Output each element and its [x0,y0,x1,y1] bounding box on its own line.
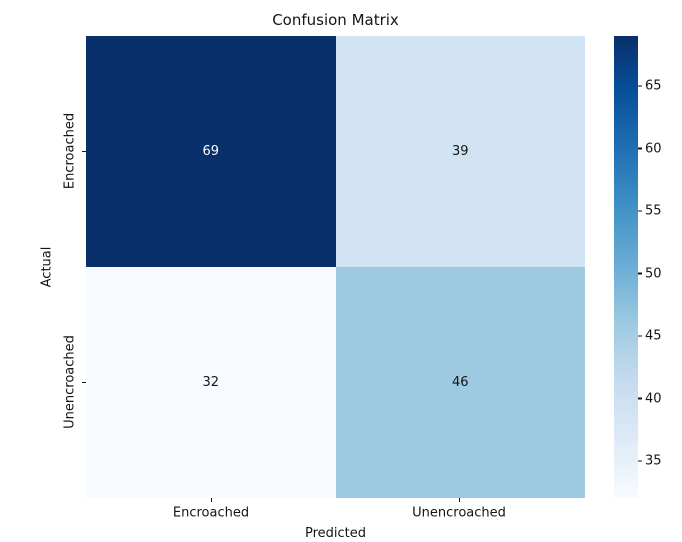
colorbar-tick-label: 35 [645,453,662,469]
colorbar-tick-60: 60 [638,141,662,156]
ytick-label-unencroached: Unencroached [62,335,78,429]
xtick-label-unencroached: Unencroached [412,505,506,521]
heatmap-cell-actual-encroached-pred-encroached: 69 [86,36,336,267]
heatmap-cell-actual-unencroached-pred-encroached: 32 [86,267,336,498]
colorbar-tick-40: 40 [638,391,662,406]
colorbar-tick-mark [638,147,642,150]
xtick-mark-encroached [211,498,213,502]
heatmap-cell-actual-encroached-pred-unencroached: 39 [335,36,585,267]
colorbar-tick-label: 45 [645,328,662,344]
heatmap-cell-actual-unencroached-pred-unencroached: 46 [335,267,585,498]
colorbar-tick-45: 45 [638,329,662,344]
colorbar-tick-mark [638,272,642,275]
colorbar-tick-mark [638,85,642,87]
colorbar-tick-label: 40 [645,391,662,406]
ytick-mark-encroached [82,151,86,153]
xtick-mark-unencroached [459,498,461,502]
colorbar-gradient [614,36,638,498]
colorbar-tick-mark [638,460,642,462]
colorbar-tick-label: 65 [645,78,662,94]
colorbar-tick-50: 50 [638,266,662,281]
colorbar-tick-mark [638,397,642,400]
colorbar-tick-mark [638,335,642,337]
heatmap-grid: 69 39 32 46 [86,36,585,498]
colorbar-tick-55: 55 [638,204,662,219]
ytick-mark-unencroached [82,382,86,384]
chart-title: Confusion Matrix [272,11,399,29]
colorbar-tick-35: 35 [638,454,662,469]
colorbar-tick-label: 60 [645,141,662,156]
yaxis-label: Actual [39,246,55,288]
colorbar-tick-label: 50 [645,266,662,281]
colorbar-tick-65: 65 [638,79,662,94]
ytick-label-encroached: Encroached [62,112,78,190]
xtick-label-encroached: Encroached [172,505,250,521]
xaxis-label: Predicted [304,526,367,541]
colorbar-tick-mark [638,210,642,212]
colorbar-tick-label: 55 [645,203,662,219]
